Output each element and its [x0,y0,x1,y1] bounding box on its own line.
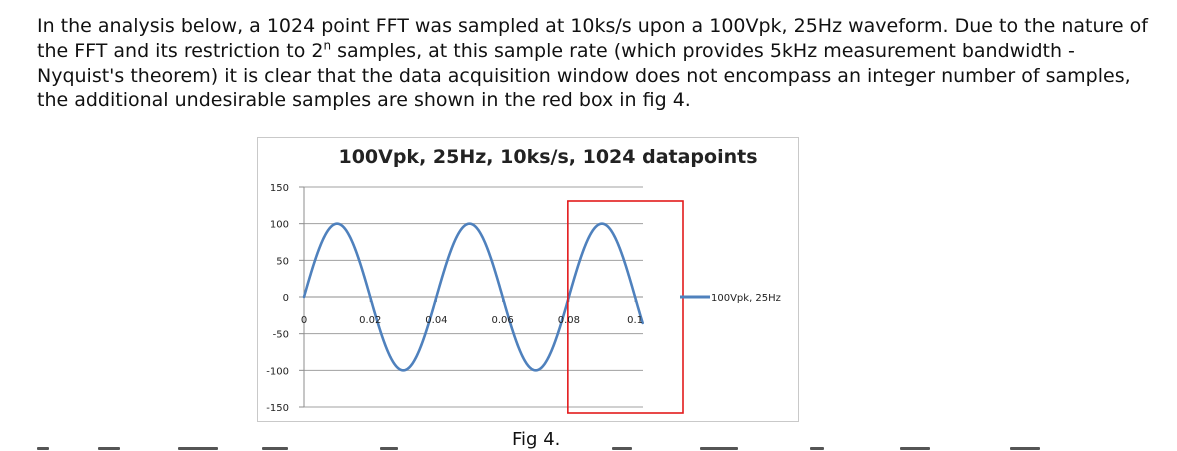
intro-paragraph: In the analysis below, a 1024 point FFT … [37,14,1157,113]
x-tick-label: 0 [301,315,307,326]
intro-text-before: In the analysis below, a 1024 point FFT … [37,15,1148,62]
intro-text-after: samples, at this sample rate (which prov… [37,39,1131,112]
x-tick-label: 0.08 [558,315,580,326]
series-layer [302,222,644,372]
cut-off-text-line [900,447,930,450]
series-line-100vpk-25hz [302,222,644,372]
cut-off-text-line [810,447,824,450]
y-tick-label: 150 [270,183,289,194]
x-tick-label: 0.06 [492,315,514,326]
highlight-layer [567,200,684,414]
y-tick-label: 50 [276,256,289,267]
y-tick-label: -50 [273,330,289,341]
figure-caption: Fig 4. [512,429,561,450]
cut-off-text-line [98,447,120,450]
chart-frame: 100Vpk, 25Hz, 10ks/s, 1024 datapoints 150… [257,137,799,422]
y-tick-label: -100 [266,366,289,377]
cut-off-text-line [612,447,632,450]
x-tick-label: 0.1 [627,315,643,326]
cut-off-text-line [700,447,738,450]
y-tick-label: 0 [283,293,289,304]
y-tick-label: 100 [270,220,289,231]
axes [299,186,643,408]
x-tick-label: 0.04 [425,315,447,326]
intro-superscript: n [323,38,332,53]
chart-title: 100Vpk, 25Hz, 10ks/s, 1024 datapoints [338,146,757,168]
highlight-box [567,200,684,414]
x-tick-label: 0.02 [359,315,381,326]
cut-off-text-line [1010,447,1040,450]
cut-off-text-line [37,447,49,450]
cut-off-text-line [380,447,398,450]
legend-label: 100Vpk, 25Hz [711,293,781,304]
sine-chart: 100Vpk, 25Hz, 10ks/s, 1024 datapoints 150… [266,146,781,414]
y-tick-label: -150 [266,403,289,414]
cut-off-text-line [178,447,218,450]
cut-off-text-line [262,447,288,450]
labels: 100Vpk, 25Hz, 10ks/s, 1024 datapoints 150… [266,146,781,414]
